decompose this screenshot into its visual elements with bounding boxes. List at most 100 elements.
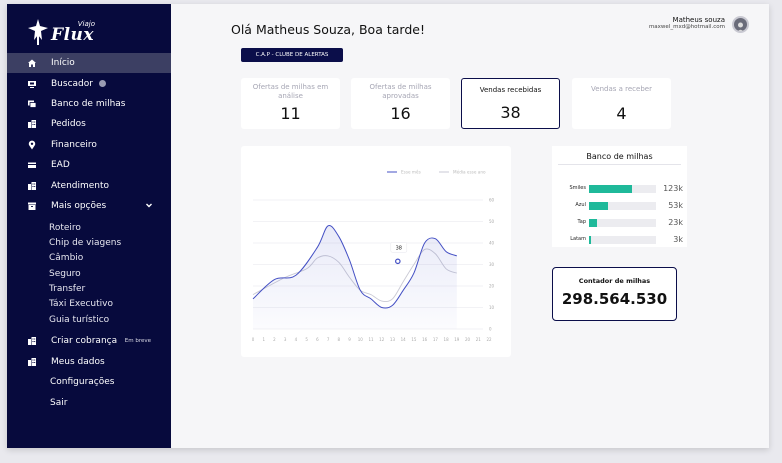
x-tick-label: 4 — [295, 337, 298, 342]
x-tick-label: 9 — [348, 337, 351, 342]
miles-bank-title: Banco de milhas — [586, 152, 653, 161]
building-icon — [27, 181, 37, 191]
nav-item-financeiro[interactable]: Financeiro — [7, 135, 171, 155]
x-tick-label: 16 — [422, 337, 428, 342]
x-tick-label: 0 — [252, 337, 255, 342]
legend-label: Média esse ano — [453, 170, 486, 175]
user-email: maxwel_mxd@hotmail.com — [648, 24, 725, 30]
miles-counter-value: 298.564.530 — [561, 290, 668, 308]
x-tick-label: 20 — [465, 337, 471, 342]
user-avatar-icon — [737, 22, 744, 31]
tooltip-point — [395, 258, 401, 265]
clube-de-alertas-button[interactable]: C.A.P - CLUBE DE ALERTAS — [241, 48, 343, 62]
x-tick-label: 2 — [273, 337, 276, 342]
stat-label: Vendas recebidas — [479, 86, 542, 94]
nav-item-meus-dados[interactable]: Meus dados — [7, 352, 171, 372]
bar-fill — [589, 236, 591, 244]
bar-fill — [589, 185, 633, 193]
nav-label: Criar cobrança — [51, 336, 118, 347]
building-icon — [27, 357, 37, 367]
submenu-item-taxi-executivo[interactable]: Táxi Executivo — [49, 299, 113, 310]
submenu-item-guia-turistico[interactable]: Guia turístico — [49, 314, 110, 325]
user-menu[interactable]: Matheus souza maxwel_mxd@hotmail.com — [649, 16, 725, 30]
user-name: Matheus souza — [672, 16, 725, 24]
nav-label: Buscador — [51, 78, 93, 89]
nav-item-sair[interactable]: Sair — [50, 397, 68, 408]
nav-item-inicio[interactable]: Início — [7, 53, 171, 74]
stat-value: 38 — [500, 103, 521, 122]
nav-item-pedidos[interactable]: Pedidos — [7, 114, 171, 134]
submenu-item-roteiro[interactable]: Roteiro — [49, 222, 81, 233]
logo[interactable]: Viajo Flux — [27, 16, 95, 48]
y-tick-label: 50 — [489, 219, 495, 224]
stat-card-ofertas-aprovadas[interactable]: Ofertas de milhas aprovadas 16 — [351, 78, 450, 129]
stat-label: Ofertas de milhas em análise — [252, 83, 329, 100]
nav-item-atendimento[interactable]: Atendimento — [7, 175, 171, 195]
avatar[interactable] — [732, 16, 749, 33]
nav-item-banco-de-milhas[interactable]: Banco de milhas — [7, 94, 171, 114]
miles-counter: Contador de milhas 298.564.530 — [552, 267, 677, 321]
building-icon — [27, 119, 37, 129]
archive-icon — [27, 201, 37, 211]
y-tick-label: 0 — [489, 327, 492, 332]
submenu-item-chip-de-viagens[interactable]: Chip de viagens — [49, 238, 122, 249]
bar-name: Tap — [577, 219, 586, 225]
nav-label: Início — [51, 58, 75, 69]
stat-value: 11 — [280, 104, 301, 123]
nav-label: Mais opções — [51, 200, 107, 211]
miles-bar-row: Latam 3k — [552, 235, 687, 245]
nav-label: Meus dados — [51, 356, 105, 367]
x-tick-label: 18 — [444, 337, 450, 342]
x-tick-label: 7 — [327, 337, 330, 342]
logo-big-text: Flux — [51, 25, 95, 45]
bank-icon — [27, 99, 37, 109]
x-tick-label: 19 — [454, 337, 460, 342]
submenu-item-seguro[interactable]: Seguro — [49, 268, 81, 279]
x-tick-label: 8 — [338, 337, 341, 342]
bar-value: 53k — [668, 201, 683, 210]
stat-label: Ofertas de milhas aprovadas — [369, 83, 432, 100]
nav-item-criar-cobranca[interactable]: Criar cobrança Em breve — [7, 331, 171, 351]
nav-label: Financeiro — [51, 139, 97, 150]
submenu-item-transfer[interactable]: Transfer — [49, 283, 86, 294]
series-line — [252, 225, 458, 309]
x-tick-label: 22 — [486, 337, 492, 342]
bar-name: Latam — [570, 236, 586, 242]
sidebar: Viajo Flux Início Buscador — [7, 4, 171, 448]
y-tick-label: 30 — [489, 262, 495, 267]
divider — [558, 164, 681, 165]
bar-fill — [589, 219, 598, 227]
logo-small-text: Viajo — [77, 20, 95, 28]
app-window: Viajo Flux Início Buscador — [7, 4, 769, 448]
card-icon — [27, 160, 37, 170]
bar-value: 3k — [673, 235, 683, 244]
nav-item-mais-opcoes[interactable]: Mais opções — [7, 196, 171, 216]
nav-item-ead[interactable]: EAD — [7, 155, 171, 175]
stat-value: 16 — [390, 104, 411, 123]
x-tick-label: 12 — [379, 337, 385, 342]
stat-card-vendas-a-receber[interactable]: Vendas a receber 4 — [572, 78, 671, 129]
home-icon — [27, 58, 37, 68]
bar-value: 23k — [668, 218, 683, 227]
stat-card-vendas-recebidas[interactable]: Vendas recebidas 38 — [461, 78, 560, 129]
nav-item-configuracoes[interactable]: Configurações — [50, 377, 115, 388]
monitor-icon — [27, 79, 37, 89]
x-tick-label: 10 — [358, 337, 364, 342]
y-tick-label: 60 — [489, 198, 495, 203]
nav-label: Atendimento — [51, 180, 110, 191]
stat-label: Vendas a receber — [591, 85, 652, 93]
stat-card-ofertas-em-analise[interactable]: Ofertas de milhas em análise 11 — [241, 78, 340, 129]
info-icon — [98, 80, 106, 88]
y-tick-label: 10 — [489, 305, 495, 310]
chevron-down-icon[interactable] — [145, 201, 153, 212]
nav-item-buscador[interactable]: Buscador — [7, 73, 171, 93]
stat-value: 4 — [616, 104, 627, 123]
submenu-item-cambio[interactable]: Câmbio — [49, 253, 84, 264]
bar-track — [589, 219, 656, 227]
x-tick-label: 5 — [305, 337, 308, 342]
x-tick-label: 13 — [390, 337, 396, 342]
building-icon — [27, 336, 37, 346]
main-content: Olá Matheus Souza, Boa tarde! Matheus so… — [171, 4, 769, 448]
nav-label: Pedidos — [51, 119, 86, 130]
